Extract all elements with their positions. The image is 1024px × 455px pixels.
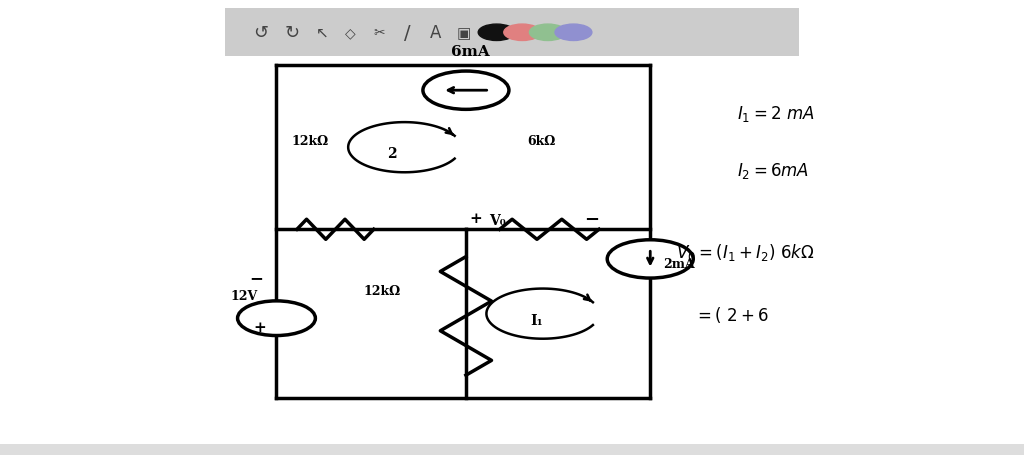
Text: ↺: ↺ (254, 24, 268, 42)
Circle shape (504, 25, 541, 41)
Text: A: A (429, 24, 441, 42)
Text: 12kΩ: 12kΩ (364, 285, 400, 298)
Text: ▣: ▣ (457, 26, 471, 40)
Text: ↖: ↖ (316, 26, 329, 40)
Text: I₁: I₁ (530, 313, 543, 327)
Text: $\mathit{I_1 = 2\ mA}$: $\mathit{I_1 = 2\ mA}$ (737, 103, 815, 123)
Text: −: − (584, 210, 599, 228)
Text: +: + (469, 212, 481, 225)
Circle shape (555, 25, 592, 41)
Circle shape (423, 72, 509, 110)
Text: 2mA: 2mA (664, 258, 695, 270)
Text: V₀: V₀ (489, 214, 506, 228)
Text: 12V: 12V (230, 289, 258, 302)
Text: $\mathit{I_2 = 6mA}$: $\mathit{I_2 = 6mA}$ (737, 160, 810, 180)
Text: 6mA: 6mA (451, 46, 489, 59)
Circle shape (529, 25, 566, 41)
Text: /: / (404, 24, 411, 43)
Text: $\mathit{V_0 = (I_1+I_2)\ 6k\Omega}$: $\mathit{V_0 = (I_1+I_2)\ 6k\Omega}$ (676, 241, 814, 262)
Text: 6kΩ: 6kΩ (527, 135, 556, 147)
FancyBboxPatch shape (225, 9, 799, 57)
Circle shape (478, 25, 515, 41)
Text: ✂: ✂ (373, 26, 385, 40)
Circle shape (238, 301, 315, 336)
Text: 12kΩ: 12kΩ (292, 135, 329, 147)
Text: ◇: ◇ (345, 26, 355, 40)
Text: 2: 2 (387, 147, 396, 160)
Text: −: − (249, 270, 263, 287)
Circle shape (607, 240, 693, 278)
FancyBboxPatch shape (0, 444, 1024, 455)
Text: ↻: ↻ (285, 24, 299, 42)
Text: +: + (253, 321, 265, 334)
Text: $\mathit{= (\ 2+6}$: $\mathit{= (\ 2+6}$ (694, 305, 769, 325)
